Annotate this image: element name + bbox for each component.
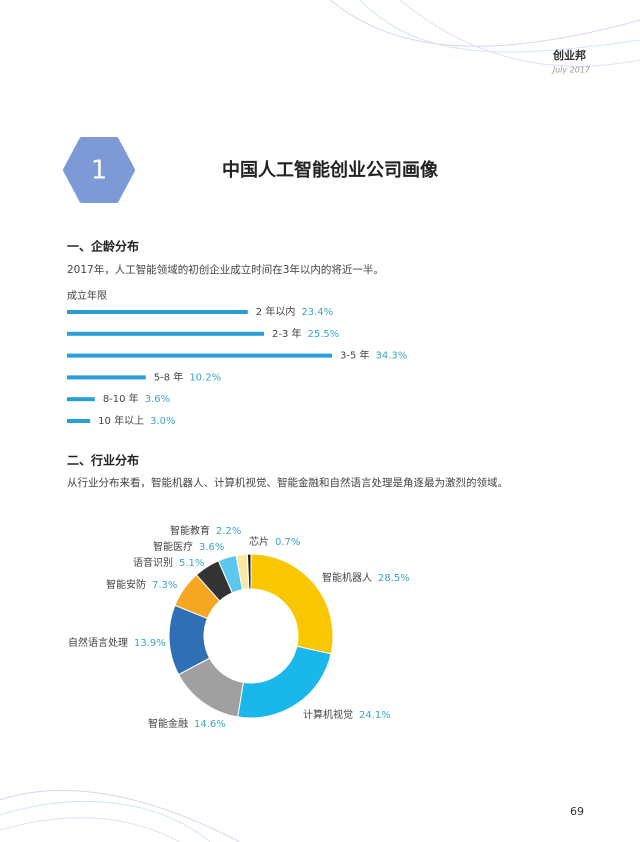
chart-title: 成立年限 <box>67 289 107 302</box>
bar-label: 2 年以内 23.4% <box>256 305 333 318</box>
heading: 二、行业分布 <box>67 453 139 468</box>
category-label: 智能医疗 <box>153 540 193 553</box>
category-label: 5-8 年 <box>154 370 184 383</box>
slice-label: 语音识别 5.1% <box>133 556 204 569</box>
bar <box>67 310 248 314</box>
slice-label: 自然语言处理 13.9% <box>68 636 166 649</box>
donut-slice <box>237 645 332 719</box>
bar <box>67 331 265 336</box>
donut-slice <box>250 553 334 655</box>
category-label: 智能教育 <box>170 524 210 537</box>
category-label: 智能机器人 <box>322 571 372 584</box>
category-label: 2 年以内 <box>256 305 296 318</box>
value-label: 3.0% <box>150 416 175 427</box>
category-label: 8-10 年 <box>103 392 139 405</box>
section-title: 中国人工智能创业公司画像 <box>222 159 439 181</box>
category-label: 自然语言处理 <box>68 636 128 649</box>
slice-label: 智能医疗 3.6% <box>153 540 224 553</box>
value-label: 5.1% <box>179 558 204 569</box>
bar-label: 3-5 年 34.3% <box>340 349 407 362</box>
value-label: 2.2% <box>216 526 241 537</box>
value-label: 23.4% <box>301 307 333 318</box>
bar-label: 8-10 年 3.6% <box>103 392 170 405</box>
hexagon <box>63 137 135 203</box>
bar <box>67 353 332 358</box>
donut-slice <box>246 553 252 590</box>
category-label: 3-5 年 <box>340 349 370 362</box>
category-label: 2-3 年 <box>272 327 302 340</box>
value-label: 14.6% <box>194 719 226 730</box>
slice-label: 智能机器人 28.5% <box>322 571 410 584</box>
brand: 创业邦 <box>552 48 586 62</box>
value-label: 3.6% <box>199 542 224 553</box>
bar-label: 5-8 年 10.2% <box>154 370 221 383</box>
paragraph: 2017年，人工智能领域的初创企业成立时间在3年以内的将近一半。 <box>67 263 384 276</box>
bar-label: 10 年以上 3.0% <box>98 414 175 427</box>
value-label: 0.7% <box>275 537 300 548</box>
date: July 2017 <box>551 66 591 75</box>
value-label: 10.2% <box>189 372 221 383</box>
category-label: 计算机视觉 <box>303 708 353 721</box>
value-label: 13.9% <box>134 638 166 649</box>
section-number: 1 <box>91 156 108 186</box>
category-label: 智能金融 <box>148 717 188 730</box>
value-label: 3.6% <box>145 394 170 405</box>
slice-label: 芯片 0.7% <box>249 535 300 548</box>
heading: 一、企龄分布 <box>67 239 139 254</box>
slice-label: 智能金融 14.6% <box>148 717 226 730</box>
value-label: 24.1% <box>359 710 391 721</box>
page-number: 69 <box>570 805 584 818</box>
bar <box>67 397 95 402</box>
value-label: 28.5% <box>378 573 410 584</box>
value-label: 34.3% <box>376 351 408 362</box>
category-label: 智能安防 <box>106 578 146 591</box>
category-label: 10 年以上 <box>98 414 144 427</box>
category-label: 语音识别 <box>133 556 173 569</box>
bar <box>67 419 91 423</box>
value-label: 25.5% <box>308 329 340 340</box>
value-label: 7.3% <box>152 580 177 591</box>
category-label: 芯片 <box>249 535 269 548</box>
slice-label: 计算机视觉 24.1% <box>303 708 391 721</box>
bar <box>67 375 146 380</box>
slice-label: 智能教育 2.2% <box>170 524 241 537</box>
paragraph: 从行业分布来看，智能机器人、计算机视觉、智能金融和自然语言处理是角逐最为激烈的领… <box>67 476 508 489</box>
slice-label: 智能安防 7.3% <box>106 578 177 591</box>
bar-label: 2-3 年 25.5% <box>272 327 339 340</box>
